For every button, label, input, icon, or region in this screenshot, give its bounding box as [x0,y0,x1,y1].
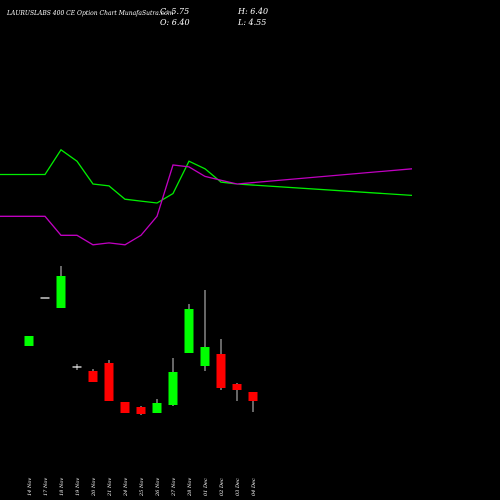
x-tick-label: 04 Dec [251,478,257,496]
indicator-lines [0,148,413,246]
candle-body [104,363,114,401]
candle-body [120,402,130,413]
candle-body [248,392,258,401]
x-tick-label: 28 Nov [187,478,193,497]
x-tick-label: 02 Dec [219,478,225,496]
x-tick-label: 18 Nov [59,478,65,496]
candle-27-nov [168,358,178,406]
x-tick-label: 19 Nov [75,478,81,496]
high-value: H: 6.40 [238,7,269,16]
candle-body [232,384,242,390]
candle-18-nov [56,266,66,308]
candle-body [152,403,162,413]
candle-03-dec [232,383,242,401]
magenta-indicator-line [0,164,413,246]
green-indicator-line [0,148,413,204]
candle-body [136,407,146,414]
x-axis-labels: 14 Nov 17 Nov 18 Nov 19 Nov 20 Nov 21 Nov 24 N… [27,478,257,497]
x-tick-label: 21 Nov [107,478,113,497]
candle-body [88,371,98,382]
candle-26-nov [152,399,162,413]
x-tick-label: 01 Dec [203,478,209,496]
candle-body [56,276,66,308]
candle-14-nov [24,336,34,346]
low-value: L: 4.55 [238,18,267,27]
x-tick-label: 26 Nov [155,478,161,497]
candle-24-nov [120,402,130,413]
candle-01-dec [200,290,210,371]
candle-body [184,309,194,353]
candlesticks [24,266,258,415]
x-tick-label: 20 Nov [91,478,97,497]
open-value: O: 6.40 [160,18,190,27]
candle-body [40,297,50,299]
x-tick-label: 17 Nov [43,478,49,496]
chart-title: LAURUSLABS 400 CE Option Chart MunafaSut… [7,10,174,17]
x-tick-label: 27 Nov [171,478,177,497]
candle-20-nov [88,369,98,382]
candle-17-nov [40,297,50,299]
x-tick-label: 25 Nov [139,478,145,497]
candle-28-nov [184,304,194,353]
candle-25-nov [136,406,146,415]
close-value: C: 5.75 [160,7,190,16]
candle-02-dec [216,339,226,390]
candle-body [216,354,226,388]
candle-21-nov [104,360,114,401]
candle-19-nov [72,364,82,370]
x-tick-label: 14 Nov [27,478,33,496]
x-tick-label: 24 Nov [123,478,129,497]
candle-body [168,372,178,405]
candle-body [24,336,34,346]
candle-body [72,366,82,368]
candle-body [200,347,210,366]
x-tick-label: 03 Dec [235,478,241,496]
candle-04-dec [248,392,258,412]
